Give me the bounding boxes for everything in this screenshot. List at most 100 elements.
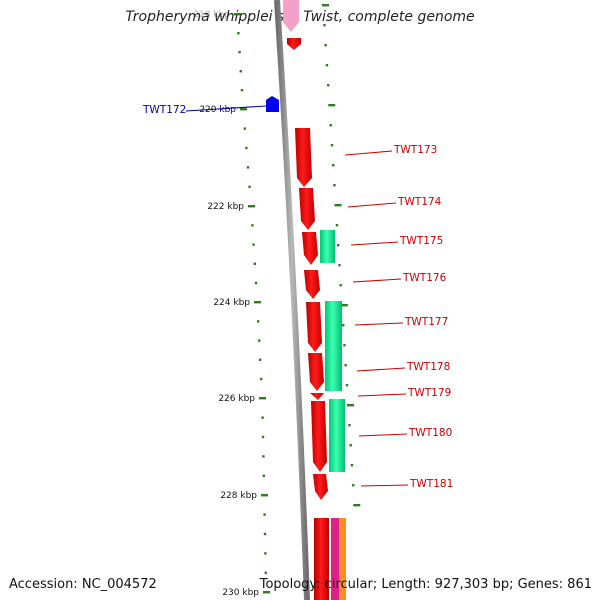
scale-major-tick — [234, 13, 241, 16]
gene-box-green-3[interactable] — [329, 399, 345, 472]
guide-dot — [333, 184, 336, 187]
scale-minor-tick — [264, 571, 267, 574]
gene-leader-line — [350, 241, 399, 246]
scale-minor-tick — [262, 455, 265, 458]
gene-leader-line — [185, 105, 267, 112]
guide-dot — [349, 444, 352, 447]
scale-tick-label: 226 kbp — [218, 394, 255, 404]
gene-leader-line — [354, 322, 404, 326]
scale-tick-label: 220 kbp — [199, 105, 236, 115]
gene-label-twt172[interactable]: TWT172 — [142, 104, 186, 116]
guide-dot — [323, 24, 326, 27]
gene-arrow-twt181[interactable] — [313, 474, 328, 500]
scale-minor-tick — [240, 89, 244, 92]
scale-minor-tick — [254, 281, 258, 285]
scale-minor-tick — [238, 51, 241, 54]
scale-minor-tick — [248, 185, 251, 188]
scale-minor-tick — [264, 552, 267, 555]
gene-bottom-red — [314, 518, 329, 600]
scale-major-tick — [254, 301, 261, 304]
scale-minor-tick — [251, 224, 254, 227]
gene-arrow-twt179[interactable] — [310, 393, 324, 400]
gene-leader-line — [344, 150, 393, 156]
scale-minor-tick — [260, 377, 263, 381]
gene-labels: TWT172 TWT173 TWT174 TWT175 TWT176 TWT177 TWT1… — [142, 104, 453, 490]
scale-minor-tick — [246, 166, 250, 169]
gene-arrow-twt172[interactable] — [266, 96, 279, 112]
scale-minor-tick — [237, 32, 240, 35]
scale-tick-label: 230 kbp — [222, 588, 259, 598]
gene-arrow-twt180[interactable] — [311, 401, 327, 472]
genome-backbone — [274, 0, 310, 600]
gene-label-twt179[interactable]: TWT179 — [407, 387, 451, 399]
scale-tick-label: 222 kbp — [207, 202, 244, 212]
accession-text: Accession: NC_004572 — [9, 577, 157, 592]
scale-minor-tick — [258, 339, 261, 342]
scale-minor-tick — [261, 416, 264, 419]
scale-ticks: 218 kbp 220 kbp 222 kbp 224 kbp 226 kbp 228 k… — [193, 10, 270, 598]
gene-label-twt181[interactable]: TWT181 — [409, 478, 453, 490]
gene-arrow-twt176[interactable] — [304, 270, 320, 299]
scale-minor-tick — [259, 358, 262, 361]
guide-dot — [343, 344, 346, 347]
gene-label-twt173[interactable]: TWT173 — [393, 144, 437, 156]
guide-dot — [342, 324, 345, 327]
gene-label-twt176[interactable]: TWT176 — [402, 272, 447, 284]
guide-dot — [325, 64, 329, 67]
gene-leader-line — [358, 433, 408, 437]
gene-box-green-1[interactable] — [320, 230, 335, 263]
gene-arrow-twt178[interactable] — [308, 353, 324, 391]
gene-leader-line — [347, 202, 397, 208]
scale-minor-tick — [263, 513, 266, 516]
guide-dot — [334, 204, 342, 207]
scale-major-tick — [248, 205, 255, 208]
guide-dot — [345, 384, 349, 387]
guide-dot — [322, 4, 329, 7]
guide-dot — [324, 44, 327, 47]
scale-tick-label: 224 kbp — [213, 298, 250, 308]
guide-dot — [340, 304, 348, 307]
scale-minor-tick — [245, 146, 248, 150]
guide-dot — [337, 244, 340, 247]
gene-bottom-orange — [339, 518, 346, 600]
guide-dot — [338, 264, 341, 267]
guide-dot — [330, 144, 334, 147]
gene-label-twt178[interactable]: TWT178 — [406, 361, 450, 373]
scale-minor-tick — [262, 474, 265, 477]
scale-tick-label: 228 kbp — [220, 491, 257, 501]
scale-minor-tick — [263, 532, 267, 536]
guide-dot — [352, 484, 355, 487]
scale-minor-tick — [239, 70, 242, 73]
topology-text: Topology: circular; Length: 927,303 bp; … — [259, 577, 592, 592]
gene-arrow-twt177[interactable] — [306, 302, 322, 352]
gene-arrow-twt175[interactable] — [302, 232, 318, 265]
guide-dot — [347, 404, 354, 407]
guide-dot — [335, 224, 339, 227]
gene-label-twt174[interactable]: TWT174 — [397, 196, 442, 208]
guide-dot — [328, 104, 336, 107]
scale-major-tick — [259, 397, 266, 400]
guide-dot — [329, 124, 332, 127]
guide-dot — [339, 284, 342, 287]
scale-minor-tick — [257, 320, 260, 323]
scale-minor-tick — [261, 435, 265, 439]
guide-dot — [332, 164, 335, 167]
scale-major-tick — [261, 494, 268, 497]
map-title: Tropheryma whipplei str. Twist, complete… — [125, 9, 475, 25]
scale-major-tick — [240, 108, 247, 111]
gene-arrow-twt174[interactable] — [299, 188, 315, 230]
guide-dot — [348, 424, 351, 427]
gene-label-twt180[interactable]: TWT180 — [408, 427, 452, 439]
gene-leader-line — [357, 393, 407, 397]
gene-box-green-2[interactable] — [325, 301, 342, 391]
gene-label-twt177[interactable]: TWT177 — [404, 316, 448, 328]
gene-leader-line — [352, 278, 402, 283]
gene-arrow-twt173[interactable] — [295, 128, 312, 187]
gene-label-twt175[interactable]: TWT175 — [399, 235, 443, 247]
gene-leader-line — [360, 484, 409, 487]
gene-arrow-partial-red — [287, 38, 301, 50]
guide-dot — [353, 504, 361, 507]
gene-arrow-partial-pink — [283, 0, 299, 32]
scale-minor-tick — [253, 262, 256, 265]
